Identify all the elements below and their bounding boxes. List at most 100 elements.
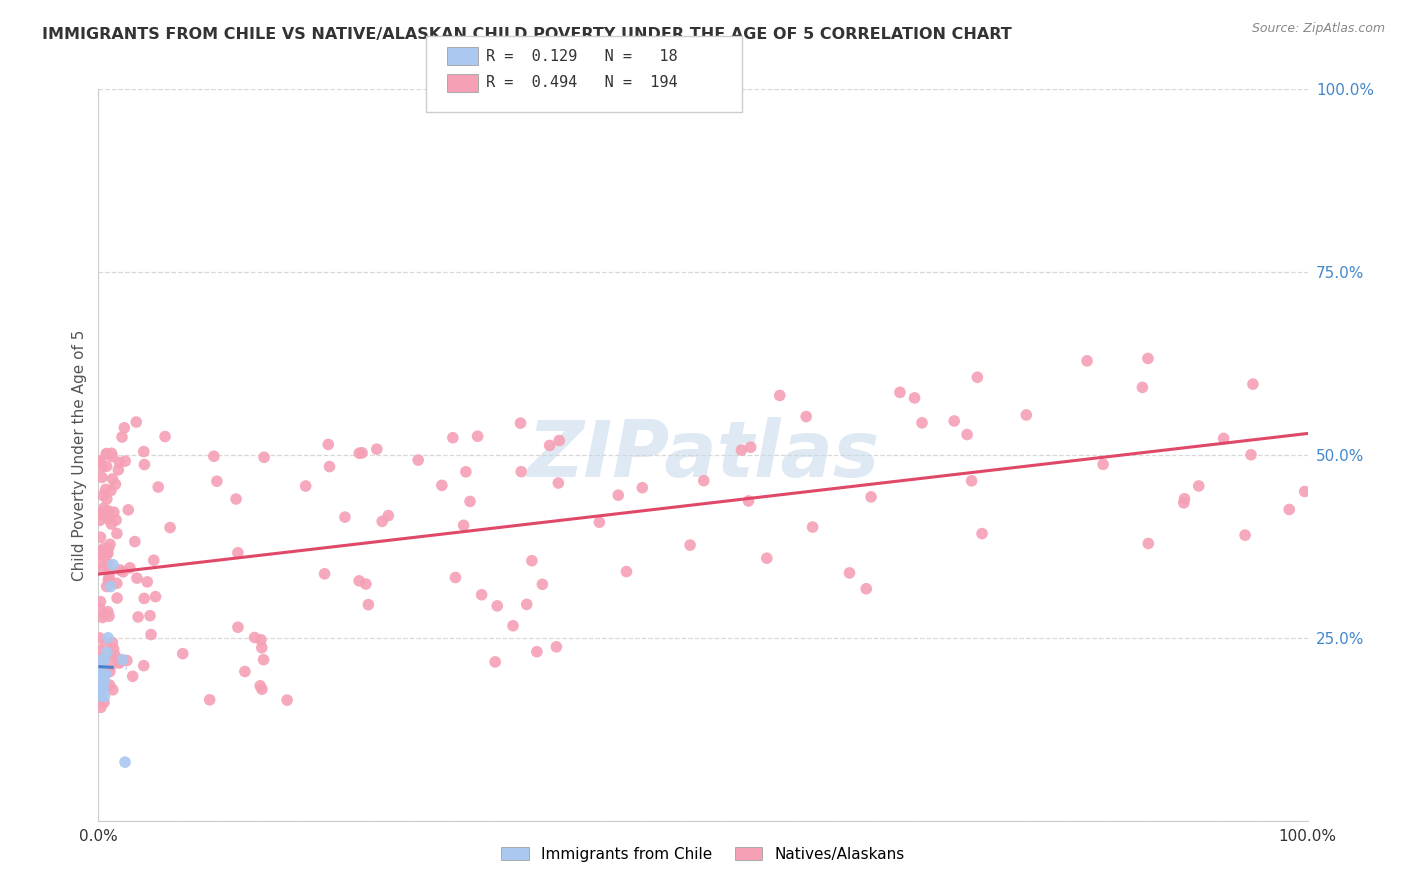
Point	[225, 491, 247, 506]
Point	[139, 627, 162, 641]
Point	[454, 465, 477, 479]
Point	[89, 668, 111, 682]
Point	[97, 546, 120, 560]
Point	[249, 679, 271, 693]
Point	[769, 388, 792, 402]
Point	[91, 610, 114, 624]
Point	[354, 577, 377, 591]
Point	[89, 455, 111, 469]
Point	[105, 526, 128, 541]
Legend: Immigrants from Chile, Natives/Alaskans: Immigrants from Chile, Natives/Alaskans	[495, 840, 911, 868]
Point	[93, 674, 115, 689]
Point	[631, 481, 654, 495]
Point	[226, 620, 249, 634]
Point	[89, 594, 111, 608]
Point	[96, 447, 118, 461]
Point	[93, 695, 115, 709]
Point	[98, 665, 121, 679]
Point	[679, 538, 702, 552]
Point	[838, 566, 860, 580]
Point	[96, 579, 118, 593]
Point	[104, 477, 127, 491]
Point	[243, 631, 266, 645]
Point	[93, 541, 115, 555]
Point	[441, 431, 464, 445]
Point	[1294, 484, 1316, 499]
Point	[94, 546, 117, 560]
Point	[960, 474, 983, 488]
Point	[96, 446, 118, 460]
Point	[98, 569, 121, 583]
Point	[89, 655, 111, 669]
Point	[101, 558, 124, 572]
Point	[250, 640, 273, 655]
Point	[101, 682, 124, 697]
Point	[136, 574, 159, 589]
Point	[737, 494, 759, 508]
Point	[111, 653, 134, 667]
Point	[121, 669, 143, 683]
Point	[91, 506, 114, 520]
Point	[103, 642, 125, 657]
Point	[250, 632, 273, 647]
Point	[794, 409, 817, 424]
Point	[233, 665, 256, 679]
Point	[103, 505, 125, 519]
Point	[91, 672, 114, 686]
Point	[89, 631, 111, 645]
Point	[1234, 528, 1257, 542]
Point	[105, 576, 128, 591]
Point	[855, 582, 877, 596]
Point	[89, 555, 111, 569]
Point	[966, 370, 988, 384]
Point	[114, 454, 136, 468]
Point	[101, 635, 124, 649]
Y-axis label: Child Poverty Under the Age of 5: Child Poverty Under the Age of 5	[72, 329, 87, 581]
Point	[125, 571, 148, 585]
Point	[89, 513, 111, 527]
Point	[153, 429, 176, 443]
Point	[97, 511, 120, 525]
Point	[172, 647, 194, 661]
Point	[347, 574, 370, 588]
Point	[96, 491, 118, 506]
Point	[104, 648, 127, 663]
Point	[159, 520, 181, 534]
Point	[943, 414, 966, 428]
Point	[94, 607, 117, 621]
Point	[98, 564, 121, 578]
Point	[1132, 380, 1154, 394]
Point	[108, 656, 131, 670]
Point	[108, 563, 131, 577]
Point	[526, 645, 548, 659]
Point	[93, 501, 115, 516]
Point	[91, 660, 114, 674]
Point	[89, 544, 111, 558]
Point	[100, 516, 122, 531]
Point	[91, 680, 114, 694]
Point	[616, 565, 638, 579]
Point	[205, 474, 228, 488]
Point	[484, 655, 506, 669]
Point	[458, 494, 481, 508]
Point	[366, 442, 388, 456]
Point	[377, 508, 399, 523]
Point	[1240, 448, 1263, 462]
Point	[94, 549, 117, 563]
Point	[112, 565, 135, 579]
Point	[100, 658, 122, 673]
Point	[94, 483, 117, 497]
Point	[97, 541, 120, 556]
Point	[198, 693, 221, 707]
Point	[801, 520, 824, 534]
Point	[1076, 354, 1098, 368]
Point	[1278, 502, 1301, 516]
Point	[531, 577, 554, 591]
Point	[314, 566, 336, 581]
Point	[105, 513, 128, 527]
Point	[111, 430, 134, 444]
Point	[91, 665, 114, 679]
Text: Source: ZipAtlas.com: Source: ZipAtlas.com	[1251, 22, 1385, 36]
Point	[453, 518, 475, 533]
Text: R =  0.494   N =  194: R = 0.494 N = 194	[486, 76, 678, 90]
